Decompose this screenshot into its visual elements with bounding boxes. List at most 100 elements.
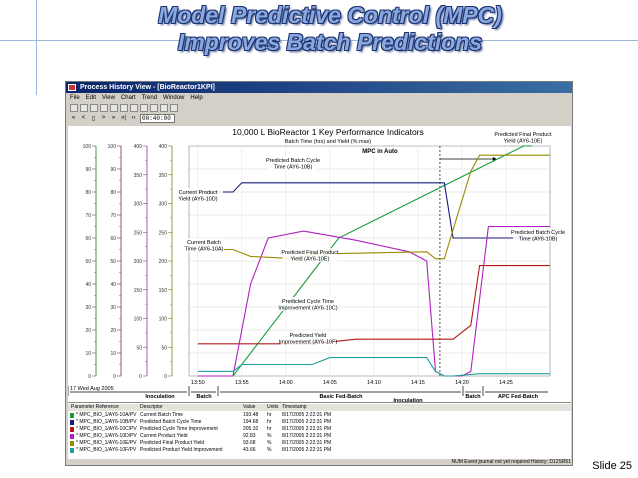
series-line-1 [197, 182, 550, 239]
paste-icon[interactable] [130, 104, 138, 112]
nav-button-1[interactable]: < [81, 115, 86, 121]
menu-file[interactable]: File [70, 95, 80, 101]
print-icon[interactable] [100, 104, 108, 112]
nav-button-0[interactable]: « [71, 115, 76, 121]
phase-label: APC Fed-Batch [498, 394, 539, 400]
annotation-background [278, 297, 338, 311]
table-row[interactable]: * MPC_BIO_1/AY6-10C/PV Predicted Cycle Ti… [68, 426, 571, 433]
nav-button-5[interactable]: »| [121, 115, 126, 121]
table-header-cell[interactable]: Units [267, 404, 279, 410]
menu-bar: File Edit View Chart Trend Window Help [66, 93, 572, 103]
phase-label: Inoculation [145, 394, 175, 400]
table-cell-desc: Predicted Product Yield Improvement [140, 447, 223, 453]
menu-chart[interactable]: Chart [120, 95, 136, 101]
y-tick-label: 150 [134, 288, 143, 294]
x-tick-label: 14:10 [367, 380, 381, 386]
table-cell-ref: * MPC_BIO_1/AY6-10D/PV [76, 433, 137, 439]
phase-label: Batch [196, 394, 212, 400]
y-tick-label: 80 [85, 190, 91, 196]
series-line-4 [197, 154, 550, 260]
series-color-swatch [70, 434, 74, 439]
table-row[interactable]: * MPC_BIO_1/AY6-10F/PV Predicted Product … [68, 447, 571, 454]
table-cell-value: 193.48 [243, 412, 259, 418]
chart-icon[interactable] [140, 104, 148, 112]
series-line-5 [197, 357, 550, 377]
table-cell-value: 92.83 [243, 433, 256, 439]
y-tick-label: 400 [159, 144, 168, 150]
time-span-input[interactable]: 00:40:00 [140, 113, 175, 123]
y-tick-label: 350 [159, 173, 168, 179]
zoom-icon[interactable] [160, 104, 168, 112]
y-tick-label: 60 [85, 236, 91, 242]
table-row[interactable]: * MPC_BIO_1/AY6-10E/PV Predicted Final Pr… [68, 440, 571, 447]
save-icon[interactable] [90, 104, 98, 112]
y-tick-label: 50 [110, 259, 116, 265]
copy-icon[interactable] [120, 104, 128, 112]
annotation-label: Predicted Cycle Time Improvement (AY6-10C… [278, 299, 337, 312]
table-cell-ref: * MPC_BIO_1/AY6-10C/PV [76, 426, 137, 432]
mpc-arrowhead [492, 157, 497, 161]
nav-button-3[interactable]: > [101, 115, 106, 121]
annotation-label: Predicted Final Product Yield (AY6-10E) [281, 250, 339, 263]
annotation-label: Current Product Yield (AY6-10D) [178, 190, 217, 203]
y-tick-label: 50 [136, 345, 142, 351]
annotation-background [268, 156, 318, 170]
menu-view[interactable]: View [102, 95, 115, 101]
help-icon[interactable] [170, 104, 178, 112]
table-cell-value: 43.66 [243, 447, 256, 453]
phase-label: Inoculation [393, 398, 423, 402]
y-tick-label: 100 [83, 144, 92, 150]
y-tick-label: 300 [134, 202, 143, 208]
status-bar: NUM Event journal not yet required Histo… [451, 459, 572, 465]
window-titlebar[interactable]: Process History View - [BioReactor1KPI] [66, 82, 572, 93]
menu-help[interactable]: Help [190, 95, 203, 101]
nav-button-2[interactable]: ▯ [91, 115, 96, 122]
menu-edit[interactable]: Edit [85, 95, 97, 101]
cut-icon[interactable] [110, 104, 118, 112]
y-tick-label: 100 [159, 317, 168, 323]
annotation-background [282, 248, 338, 262]
table-row[interactable]: * MPC_BIO_1/AY6-10B/PV Predicted Batch Cy… [68, 419, 571, 426]
annotation-background [173, 188, 223, 202]
nav-button-6[interactable]: ‹› [131, 115, 136, 121]
annotation-background [280, 331, 336, 345]
table-header-cell[interactable]: Timestamp [282, 404, 307, 410]
series-color-swatch [70, 448, 74, 453]
table-row[interactable]: * MPC_BIO_1/AY6-10A/PV Current Batch Time… [68, 412, 571, 419]
y-tick-label: 90 [110, 167, 116, 173]
series-color-swatch [70, 413, 74, 418]
annotation-label: Current Batch Time (AY6-10A) [185, 240, 224, 253]
table-cell-desc: Current Product Yield [140, 433, 188, 439]
table-row[interactable]: * MPC_BIO_1/AY6-10D/PV Current Product Yi… [68, 433, 571, 440]
x-tick-label: 13:55 [235, 380, 249, 386]
table-cell-time: 8/17/2005 2:22:31 PM [282, 447, 332, 453]
table-cell-time: 8/17/2005 2:22:31 PM [282, 419, 332, 425]
menu-window[interactable]: Window [163, 95, 185, 101]
y-tick-label: 0 [164, 374, 167, 380]
open-icon[interactable] [80, 104, 88, 112]
table-cell-time: 8/17/2005 2:22:31 PM [282, 412, 332, 418]
table-header-cell[interactable]: Parameter Reference [71, 404, 119, 410]
annotation-label: Predicted Batch Cycle Time (AY6-10B) [511, 230, 565, 243]
table-cell-units: hr [267, 419, 272, 425]
chart-subtitle: Batch Time (hrs) and Yield (% max) [285, 139, 372, 145]
menu-trend[interactable]: Trend [141, 95, 158, 101]
table-header-cell[interactable]: Value [243, 404, 256, 410]
trend-chart: 10,000 L BioReactor 1 Key Performance In… [68, 126, 571, 402]
y-tick-label: 350 [134, 173, 143, 179]
y-tick-label: 100 [134, 317, 143, 323]
table-cell-value: 194.68 [243, 419, 259, 425]
annotation-background [184, 238, 224, 252]
phase-label: Batch [465, 394, 481, 400]
slide-divider-vertical [36, 0, 37, 95]
nav-button-4[interactable]: » [111, 115, 116, 121]
y-tick-label: 250 [134, 230, 143, 236]
annotation-label: Predicted Yield Improvement (AY6-10F) [279, 333, 338, 346]
table-icon[interactable] [150, 104, 158, 112]
window-title: Process History View - [BioReactor1KPI] [80, 84, 215, 91]
table-header-cell[interactable]: Descriptor [140, 404, 163, 410]
annotation-label: Predicted Final Product Yield (AY6-10E) [494, 132, 552, 145]
new-icon[interactable] [70, 104, 78, 112]
y-tick-label: 30 [110, 305, 116, 311]
trend-chart-svg: 10,000 L BioReactor 1 Key Performance In… [68, 127, 565, 402]
